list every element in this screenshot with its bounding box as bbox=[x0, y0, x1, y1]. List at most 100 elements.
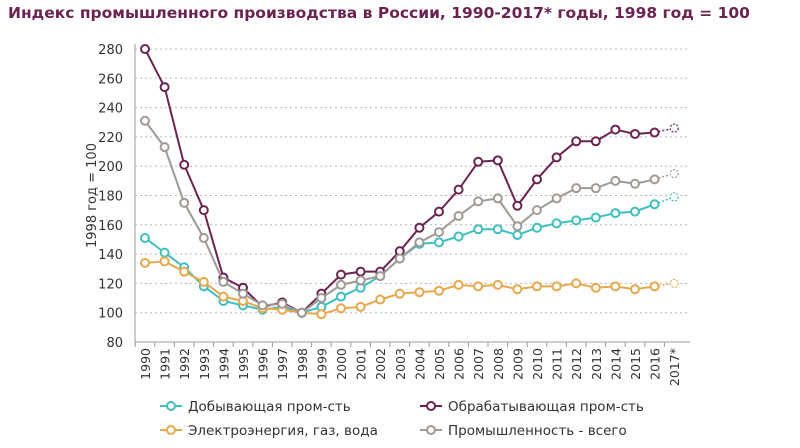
y-tick-label: 80 bbox=[106, 336, 123, 351]
legend-item: Промышленность - всего bbox=[420, 423, 627, 439]
data-point bbox=[571, 136, 582, 147]
legend-label: Обрабатывающая пром-сть bbox=[448, 399, 644, 415]
x-tick-label: 2000 bbox=[334, 348, 349, 380]
data-point bbox=[532, 174, 542, 185]
data-point bbox=[473, 156, 484, 167]
data-point bbox=[473, 196, 484, 207]
data-point bbox=[669, 192, 679, 202]
series-Электроэнергия, газ, вода bbox=[140, 256, 679, 320]
data-point bbox=[512, 200, 523, 211]
data-point bbox=[649, 281, 660, 292]
data-point bbox=[159, 247, 170, 258]
x-tick-label: 2002 bbox=[373, 348, 388, 380]
chart-title: Индекс промышленного производства в Росс… bbox=[8, 4, 750, 22]
legend-marker bbox=[166, 401, 176, 411]
x-tick-label: 2016 bbox=[648, 348, 663, 380]
data-point bbox=[355, 301, 366, 312]
data-point bbox=[179, 197, 190, 208]
data-point bbox=[394, 288, 405, 299]
x-tick-label: 2013 bbox=[589, 348, 604, 380]
data-point bbox=[610, 124, 621, 135]
data-point bbox=[414, 222, 425, 233]
legend-label: Добывающая пром-сть bbox=[188, 399, 351, 415]
x-tick-label: 1997 bbox=[275, 348, 290, 380]
data-point bbox=[532, 205, 542, 216]
data-point bbox=[336, 279, 346, 290]
y-axis-label: 1998 год = 100 bbox=[85, 143, 100, 248]
data-point bbox=[473, 281, 484, 292]
x-tick-label: 1991 bbox=[158, 348, 173, 380]
y-tick-label: 260 bbox=[98, 72, 123, 87]
data-point bbox=[434, 285, 444, 296]
data-point bbox=[336, 303, 346, 314]
data-point bbox=[590, 212, 601, 223]
data-point bbox=[532, 281, 542, 292]
data-point bbox=[532, 222, 542, 233]
legend-marker bbox=[166, 425, 176, 435]
data-point bbox=[649, 174, 660, 185]
y-tick-label: 120 bbox=[98, 277, 123, 292]
legend-marker bbox=[426, 425, 436, 435]
data-point bbox=[453, 279, 464, 290]
data-point bbox=[492, 224, 503, 235]
data-point bbox=[375, 294, 386, 305]
data-point bbox=[610, 175, 621, 186]
data-point bbox=[473, 224, 484, 235]
data-point bbox=[296, 307, 307, 318]
data-point bbox=[630, 178, 640, 189]
data-point bbox=[414, 237, 425, 248]
data-point bbox=[316, 293, 327, 304]
data-point bbox=[590, 282, 601, 293]
legend-item: Добывающая пром-сть bbox=[160, 399, 351, 415]
data-point bbox=[649, 199, 660, 210]
data-point bbox=[492, 279, 503, 290]
data-point bbox=[551, 193, 562, 204]
data-point bbox=[198, 276, 209, 287]
data-point bbox=[492, 155, 503, 166]
x-tick-label: 1995 bbox=[236, 348, 251, 380]
data-point bbox=[140, 115, 150, 126]
x-tick-label: 2004 bbox=[412, 348, 427, 380]
data-point bbox=[277, 298, 288, 309]
y-tick-label: 200 bbox=[98, 160, 123, 175]
y-tick-label: 180 bbox=[98, 190, 123, 205]
data-point bbox=[336, 269, 346, 280]
x-tick-label: 2001 bbox=[354, 348, 369, 380]
data-point bbox=[316, 309, 327, 320]
data-point bbox=[492, 193, 503, 204]
data-point bbox=[453, 211, 464, 222]
data-point bbox=[140, 44, 150, 54]
data-point bbox=[630, 128, 640, 139]
x-tick-label: 1999 bbox=[314, 348, 329, 380]
y-tick-label: 100 bbox=[98, 307, 123, 322]
y-tick-label: 220 bbox=[98, 131, 123, 146]
x-tick-label: 1994 bbox=[216, 348, 231, 380]
data-point bbox=[571, 278, 582, 289]
data-point bbox=[375, 271, 386, 282]
data-point bbox=[434, 227, 444, 238]
data-point bbox=[140, 257, 150, 268]
y-tick-label: 280 bbox=[98, 43, 123, 58]
legend-label: Промышленность - всего bbox=[448, 423, 627, 439]
data-point bbox=[179, 266, 190, 277]
data-point bbox=[630, 284, 640, 295]
data-point bbox=[551, 218, 562, 229]
legend-item: Обрабатывающая пром-сть bbox=[420, 399, 644, 415]
data-point bbox=[394, 253, 405, 264]
x-tick-label: 1998 bbox=[295, 348, 310, 380]
data-point bbox=[669, 278, 679, 288]
data-point bbox=[630, 206, 640, 217]
y-tick-label: 140 bbox=[98, 248, 123, 263]
y-tick-label: 160 bbox=[98, 219, 123, 234]
x-tick-label: 2009 bbox=[510, 348, 525, 380]
data-point bbox=[414, 287, 425, 298]
x-tick-label: 2012 bbox=[569, 348, 584, 380]
data-point bbox=[198, 232, 209, 243]
data-point bbox=[669, 168, 679, 179]
x-tick-label: 2011 bbox=[550, 348, 565, 380]
data-point bbox=[159, 82, 170, 93]
data-point bbox=[159, 256, 170, 267]
data-point bbox=[571, 183, 582, 194]
data-point bbox=[610, 281, 621, 292]
data-point bbox=[238, 288, 248, 299]
